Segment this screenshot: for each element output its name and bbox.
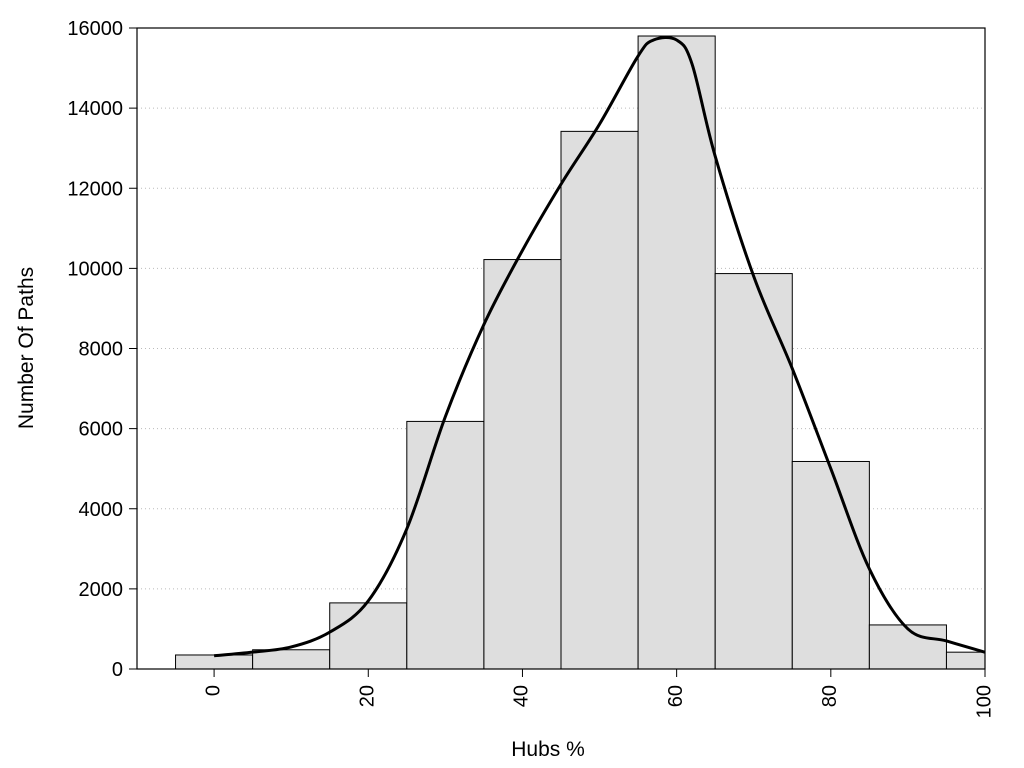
x-tick-label: 40 xyxy=(511,685,533,707)
y-axis-ticks: 0 2000 4000 6000 8000 10000 12000 14000 16000 xyxy=(67,18,137,681)
x-tick-label: 100 xyxy=(973,685,995,718)
histogram-bar xyxy=(175,654,254,670)
y-tick-label: 6000 xyxy=(79,419,124,441)
density-curve xyxy=(213,36,986,658)
histogram-bar xyxy=(406,420,485,670)
y-tick-label: 0 xyxy=(112,659,123,681)
y-tick-label: 12000 xyxy=(67,178,123,200)
histogram-bars xyxy=(175,35,986,670)
x-axis-ticks: 0 20 40 60 80 100 xyxy=(202,669,995,718)
x-axis-title: Hubs % xyxy=(511,738,585,761)
x-tick-label: 20 xyxy=(357,685,379,707)
x-tick-label: 60 xyxy=(665,685,687,707)
y-tick-label: 14000 xyxy=(67,98,123,120)
density-curve-line xyxy=(213,36,986,658)
histogram-bar xyxy=(945,651,986,670)
x-tick-label: 0 xyxy=(202,685,224,696)
y-tick-label: 10000 xyxy=(67,258,123,280)
histogram-bar xyxy=(560,130,639,670)
y-tick-label: 8000 xyxy=(79,339,124,361)
histogram-bar xyxy=(329,602,408,670)
histogram-bar xyxy=(637,35,716,670)
y-tick-label: 4000 xyxy=(79,499,124,521)
x-tick-label: 80 xyxy=(819,685,841,707)
y-tick-label: 2000 xyxy=(79,579,124,601)
y-tick-label: 16000 xyxy=(67,18,123,40)
histogram-bar xyxy=(791,460,870,670)
histogram-bar xyxy=(483,259,562,670)
histogram-bar xyxy=(714,273,793,670)
histogram-bar xyxy=(868,624,947,670)
y-axis-title: Number Of Paths xyxy=(15,267,38,429)
histogram-bar xyxy=(252,649,331,670)
